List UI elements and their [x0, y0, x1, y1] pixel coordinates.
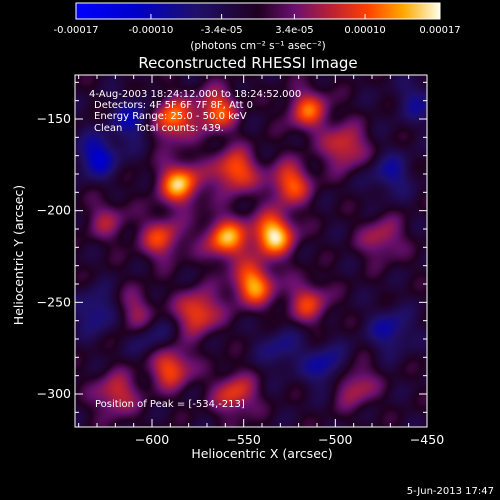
colorbar-tick-label: -0.00017: [54, 25, 99, 36]
x-axis-label: Heliocentric X (arcsec): [191, 446, 332, 461]
colorbar-ticks: -0.00017 -0.00010 -3.4e-05 3.4e-05 0.00010 0.…: [54, 14, 461, 36]
annotation-energy: Energy Range: 25.0 - 50.0 keV: [94, 111, 247, 122]
x-tick-label: −450: [410, 432, 444, 447]
chart-title: Reconstructed RHESSI Image: [138, 54, 357, 72]
colorbar-tick-label: -3.4e-05: [201, 25, 243, 36]
y-tick-label: −300: [37, 386, 71, 401]
annotation-detectors: Detectors: 4F 5F 6F 7F 8F, Att 0: [94, 100, 253, 111]
x-tick-label: −550: [226, 432, 260, 447]
y-tick-label: −150: [37, 111, 71, 126]
colorbar-tick-label: 0.00017: [419, 25, 460, 36]
axis-ticks: −600 −550 −500 −450 −150 −200 −250 −300: [37, 75, 444, 447]
colorbar-tick-label: 3.4e-05: [275, 25, 313, 36]
x-tick-label: −600: [135, 432, 169, 447]
annotation-clean: Clean Total counts: 439.: [94, 123, 224, 134]
image-area: [74, 74, 428, 428]
y-tick-label: −250: [37, 294, 71, 309]
x-tick-label: −500: [318, 432, 352, 447]
colorbar-gradient: [75, 2, 441, 20]
y-tick-label: −200: [37, 203, 71, 218]
annotation-peak: Position of Peak = [-534,-213]: [95, 399, 245, 410]
colorbar-tick-label: 0.00010: [344, 25, 385, 36]
colorbar: -0.00017 -0.00010 -3.4e-05 3.4e-05 0.00010 0.…: [54, 2, 461, 52]
colorbar-units: (photons cm⁻² s⁻¹ asec⁻²): [190, 40, 325, 52]
y-axis-label: Heliocentric Y (arcsec): [11, 185, 26, 325]
footer-timestamp: 5-Jun-2013 17:47: [407, 486, 494, 497]
annotations: 4-Aug-2003 18:24:12.000 to 18:24:52.000 …: [89, 89, 301, 410]
colorbar-tick-label: -0.00010: [128, 25, 173, 36]
annotation-time-range: 4-Aug-2003 18:24:12.000 to 18:24:52.000: [89, 89, 301, 100]
plot-frame: [74, 74, 428, 428]
heatmap-image: [75, 75, 427, 427]
